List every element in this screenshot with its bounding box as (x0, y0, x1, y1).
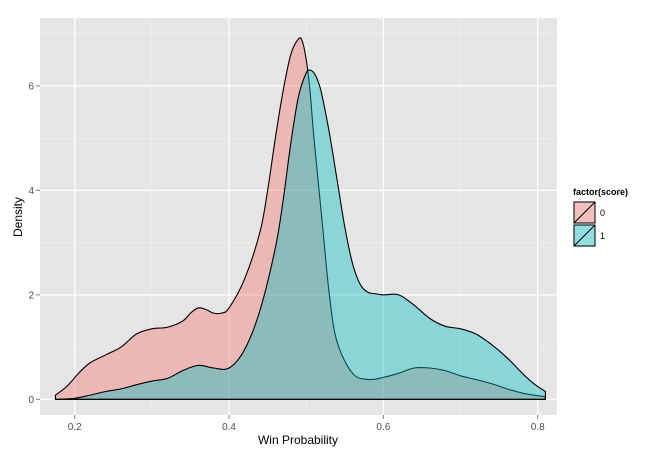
x-axis-title: Win Probability (258, 433, 338, 447)
legend-items: 01 (573, 201, 605, 247)
legend-key-slash (573, 201, 596, 224)
y-tick-label: 4 (28, 186, 34, 197)
legend: factor(score) 01 (573, 187, 628, 247)
legend-item-1: 1 (573, 224, 605, 247)
legend-title: factor(score) (573, 187, 628, 197)
x-axis-ticks: 0.2 0.4 0.6 0.8 (68, 415, 545, 433)
x-tick-label: 0.4 (222, 422, 236, 433)
plot-panel (40, 18, 557, 415)
y-tick-label: 6 (28, 81, 34, 92)
legend-label: 0 (600, 208, 605, 218)
legend-key-slash (573, 224, 596, 247)
minor-grid (40, 18, 557, 415)
legend-label: 1 (600, 231, 605, 241)
x-tick-label: 0.2 (68, 422, 82, 433)
x-tick-label: 0.8 (531, 422, 545, 433)
x-tick-label: 0.6 (376, 422, 390, 433)
y-axis-ticks: 0 2 4 6 (28, 81, 40, 406)
legend-item-0: 0 (573, 201, 605, 224)
y-tick-label: 2 (28, 290, 34, 301)
density-areas (54, 37, 546, 400)
y-axis-title: Density (11, 197, 25, 237)
density-area-series-1 (54, 69, 546, 400)
y-tick-label: 0 (28, 395, 34, 406)
density-area-series-0 (54, 37, 546, 400)
